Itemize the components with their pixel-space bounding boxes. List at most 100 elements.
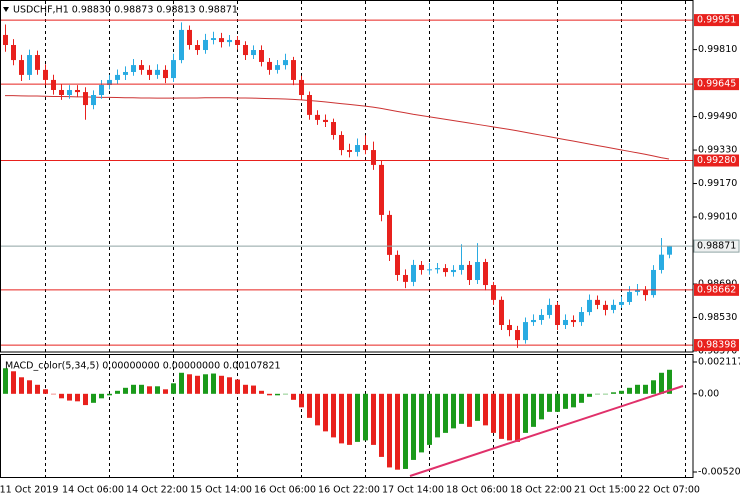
macd-bar bbox=[299, 393, 304, 408]
x-tick-label: 16 Oct 22:00 bbox=[318, 485, 380, 496]
candle-body bbox=[475, 262, 480, 281]
candle-body bbox=[123, 71, 128, 75]
macd-bar bbox=[51, 393, 56, 395]
macd-bar bbox=[107, 393, 112, 396]
macd-bar bbox=[323, 393, 328, 432]
y-tick-label: 0.99330 bbox=[698, 145, 737, 156]
candle-body bbox=[99, 84, 104, 96]
y-tick-label: 0.99490 bbox=[698, 111, 737, 122]
candle-body bbox=[443, 268, 448, 273]
level-label-box bbox=[694, 154, 739, 167]
macd-bar bbox=[235, 379, 240, 394]
candle-body bbox=[355, 145, 360, 152]
macd-bar bbox=[571, 393, 576, 408]
macd-bar bbox=[539, 393, 544, 420]
x-tick-label: 21 Oct 15:00 bbox=[574, 485, 636, 496]
candle-body bbox=[43, 69, 48, 80]
candle-body bbox=[83, 92, 88, 106]
macd-bar bbox=[43, 389, 48, 394]
macd-bar bbox=[315, 393, 320, 426]
macd-pane-border bbox=[0, 354, 694, 478]
price-pane-border bbox=[0, 0, 694, 353]
menu-triangle bbox=[3, 7, 9, 12]
x-tick-label: 14 Oct 22:00 bbox=[126, 485, 188, 496]
y2-tick-label: 0.00 bbox=[698, 388, 719, 399]
candle-body bbox=[299, 79, 304, 96]
candle-body bbox=[651, 269, 656, 296]
macd-title: MACD_color(5,34,5) 0.00000000 0.00000000… bbox=[5, 361, 281, 372]
candle-body bbox=[571, 319, 576, 323]
macd-bar bbox=[211, 373, 216, 394]
macd-bar bbox=[387, 393, 392, 468]
macd-bar bbox=[99, 393, 104, 399]
candle-body bbox=[515, 330, 520, 341]
candle-body bbox=[219, 38, 224, 43]
macd-bar bbox=[19, 377, 24, 394]
macd-bar bbox=[491, 393, 496, 433]
candle-body bbox=[131, 65, 136, 72]
level-label-box bbox=[694, 78, 739, 91]
candle-body bbox=[307, 95, 312, 115]
macd-bar bbox=[67, 393, 72, 401]
candle-body bbox=[635, 290, 640, 292]
candle-body bbox=[459, 264, 464, 270]
candle-body bbox=[379, 164, 384, 215]
macd-bar bbox=[499, 393, 504, 439]
x-tick-label: 14 Oct 06:00 bbox=[62, 485, 124, 496]
candle-body bbox=[27, 55, 32, 75]
macd-bar bbox=[643, 384, 648, 394]
current-price-box bbox=[693, 239, 740, 253]
candle-body bbox=[67, 89, 72, 96]
level-label-box bbox=[694, 14, 739, 27]
macd-bar bbox=[427, 393, 432, 445]
candle-body bbox=[387, 214, 392, 255]
candle-body bbox=[507, 325, 512, 331]
candle-body bbox=[435, 268, 440, 270]
macd-bar bbox=[611, 392, 616, 394]
y-tick-label: 0.98530 bbox=[698, 312, 737, 323]
macd-bar bbox=[667, 369, 672, 394]
candle-body bbox=[547, 304, 552, 315]
macd-bar bbox=[555, 393, 560, 412]
candle-body bbox=[491, 285, 496, 300]
macd-bar bbox=[155, 386, 160, 394]
candle-body bbox=[499, 299, 504, 326]
macd-bar bbox=[267, 393, 272, 396]
candle-body bbox=[667, 246, 672, 255]
y-tick-label: 0.99170 bbox=[698, 178, 737, 189]
candle-body bbox=[35, 55, 40, 70]
macd-bar bbox=[587, 393, 592, 397]
candle-body bbox=[395, 254, 400, 275]
current-price-label: 0.98871 bbox=[697, 241, 736, 252]
macd-bar bbox=[115, 390, 120, 394]
macd-bar bbox=[507, 393, 512, 441]
macd-bar bbox=[403, 393, 408, 469]
macd-bar bbox=[75, 393, 80, 402]
level-label: 0.98398 bbox=[697, 340, 736, 351]
macd-bar bbox=[347, 393, 352, 445]
macd-bar bbox=[307, 393, 312, 418]
macd-bar bbox=[547, 393, 552, 412]
macd-bar bbox=[123, 387, 128, 394]
level-label: 0.98662 bbox=[697, 284, 736, 295]
macd-bar bbox=[259, 390, 264, 394]
x-tick-label: 17 Oct 14:00 bbox=[382, 485, 444, 496]
level-label: 0.99951 bbox=[697, 15, 736, 26]
macd-bar bbox=[139, 384, 144, 394]
candle-body bbox=[291, 60, 296, 80]
candle-body bbox=[579, 312, 584, 323]
candle-body bbox=[139, 65, 144, 70]
y2-tick-label: -0.005204 bbox=[698, 467, 740, 478]
macd-bar bbox=[443, 393, 448, 433]
trend-line bbox=[409, 385, 684, 477]
macd-bar bbox=[523, 393, 528, 433]
candle-body bbox=[155, 69, 160, 75]
candle-body bbox=[587, 299, 592, 313]
candle-body bbox=[179, 29, 184, 61]
macd-bar bbox=[379, 393, 384, 457]
macd-bar bbox=[595, 393, 600, 395]
candle-body bbox=[19, 60, 24, 75]
macd-bar bbox=[83, 393, 88, 406]
